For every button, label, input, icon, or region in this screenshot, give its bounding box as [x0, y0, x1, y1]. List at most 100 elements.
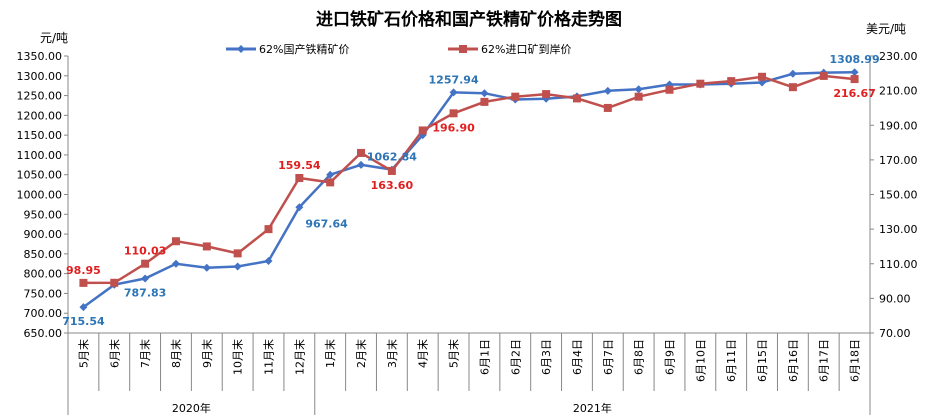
data-point-square	[634, 92, 643, 101]
data-point-diamond	[79, 303, 88, 312]
x-tick-label: 6月3日	[540, 339, 553, 375]
left-tick-label: 1250.00	[17, 90, 63, 103]
data-point-square	[788, 83, 797, 92]
data-point-square	[295, 173, 304, 182]
x-tick-label: 9月末	[200, 339, 214, 368]
data-point-square	[264, 225, 273, 234]
left-tick-label: 1100.00	[17, 149, 63, 162]
data-point-square	[696, 79, 705, 88]
data-point-square	[141, 259, 150, 268]
x-tick-label: 12月末	[292, 339, 306, 375]
right-axis-unit: 美元/吨	[866, 22, 906, 36]
x-tick-label: 6月1日	[478, 339, 491, 375]
data-point-diamond	[141, 274, 150, 283]
data-point-square	[819, 71, 828, 80]
axes	[67, 56, 871, 334]
right-tick-label: 150.00	[879, 189, 918, 202]
left-axis-unit: 元/吨	[40, 31, 68, 45]
data-point-diamond	[788, 69, 797, 78]
x-tick-label: 5月末	[447, 339, 461, 368]
left-tick-label: 1050.00	[17, 169, 63, 182]
left-tick-label: 700.00	[24, 307, 63, 320]
x-tick-label: 1月末	[323, 339, 337, 368]
left-tick-label: 850.00	[24, 248, 63, 261]
left-tick-label: 1150.00	[17, 129, 63, 142]
data-label: 787.83	[124, 286, 166, 299]
data-label: 163.60	[371, 179, 414, 192]
left-tick-label: 950.00	[24, 208, 63, 221]
data-label: 1062.84	[367, 151, 417, 164]
right-axis-ticks: 70.00 90.00 110.00 130.00 150.00 170.00 190.00…	[870, 50, 918, 340]
data-point-square	[542, 90, 551, 99]
left-tick-label: 1000.00	[17, 189, 63, 202]
x-tick-label: 7月末	[138, 339, 152, 368]
x-axis-ticks: 5月末 6月末 7月末 8月末 9月末 10月末 11月末 12月末 1月末 2月末 3月末 4月末 5…	[67, 333, 871, 391]
left-tick-label: 1300.00	[17, 70, 63, 83]
x-tick-label: 8月末	[169, 339, 183, 368]
x-tick-label: 6月10日	[694, 339, 707, 382]
data-point-square	[449, 109, 458, 118]
x-tick-label: 11月末	[262, 339, 276, 375]
left-tick-label: 1350.00	[17, 50, 63, 63]
legend-label-import: 62%进口矿到岸价	[481, 43, 571, 56]
data-point-square	[603, 103, 612, 112]
right-tick-label: 210.00	[879, 85, 918, 98]
series-line-1	[83, 74, 855, 285]
x-tick-label: 5月末	[76, 339, 90, 368]
x-tick-label: 6月8日	[633, 339, 646, 375]
right-tick-label: 70.00	[879, 327, 911, 340]
right-tick-label: 110.00	[879, 258, 918, 271]
x-tick-label: 6月17日	[818, 339, 831, 382]
data-point-square	[572, 94, 581, 103]
data-point-square	[233, 249, 242, 258]
chart-title: 进口铁矿石价格和国产铁精矿价格走势图	[316, 9, 622, 30]
x-tick-label: 6月7日	[602, 339, 615, 375]
legend-marker-domestic	[237, 45, 245, 53]
data-point-square	[357, 148, 366, 157]
legend: 62%国产铁精矿价 62%进口矿到岸价	[226, 42, 571, 56]
x-tick-label: 6月11日	[725, 339, 738, 382]
data-point-square	[758, 72, 767, 81]
year-groups: 2020年 2021年	[67, 391, 871, 415]
data-label: 715.54	[62, 315, 105, 328]
data-point-diamond	[449, 88, 458, 97]
x-tick-label: 6月15日	[756, 339, 769, 382]
data-label: 1257.94	[429, 73, 479, 86]
series-markers	[79, 68, 859, 312]
legend-label-domestic: 62%国产铁精矿价	[259, 42, 349, 56]
left-tick-label: 750.00	[24, 287, 63, 300]
data-point-diamond	[357, 160, 366, 169]
data-point-diamond	[295, 203, 304, 212]
data-point-square	[326, 178, 335, 187]
data-label: 159.54	[278, 159, 321, 172]
data-point-diamond	[603, 86, 612, 95]
data-point-square	[418, 126, 427, 135]
right-tick-label: 130.00	[879, 223, 918, 236]
legend-marker-import	[459, 45, 467, 53]
x-tick-label: 6月2日	[509, 339, 522, 375]
data-point-square	[171, 237, 180, 246]
data-point-square	[511, 92, 520, 101]
x-tick-label: 6月16日	[787, 339, 800, 382]
left-tick-label: 1200.00	[17, 109, 63, 122]
year-label: 2021年	[573, 401, 612, 415]
data-point-diamond	[264, 256, 273, 265]
x-tick-label: 6月4日	[571, 339, 584, 375]
data-point-square	[202, 242, 211, 251]
left-tick-label: 900.00	[24, 228, 63, 241]
data-point-diamond	[326, 170, 335, 179]
data-label: 98.95	[66, 264, 101, 277]
data-point-square	[480, 97, 489, 106]
left-tick-label: 800.00	[24, 268, 63, 281]
year-label: 2020年	[172, 401, 211, 415]
data-label: 1308.99	[830, 53, 880, 66]
x-tick-label: 6月9日	[664, 339, 677, 375]
data-point-diamond	[233, 262, 242, 271]
right-tick-label: 90.00	[879, 292, 911, 305]
data-point-diamond	[202, 263, 211, 272]
x-tick-label: 6月18日	[849, 339, 862, 382]
data-point-square	[850, 75, 859, 84]
left-axis-ticks: 650.00 700.00 750.00 800.00 850.00 900.00 950.…	[17, 50, 68, 340]
data-point-square	[79, 278, 88, 287]
